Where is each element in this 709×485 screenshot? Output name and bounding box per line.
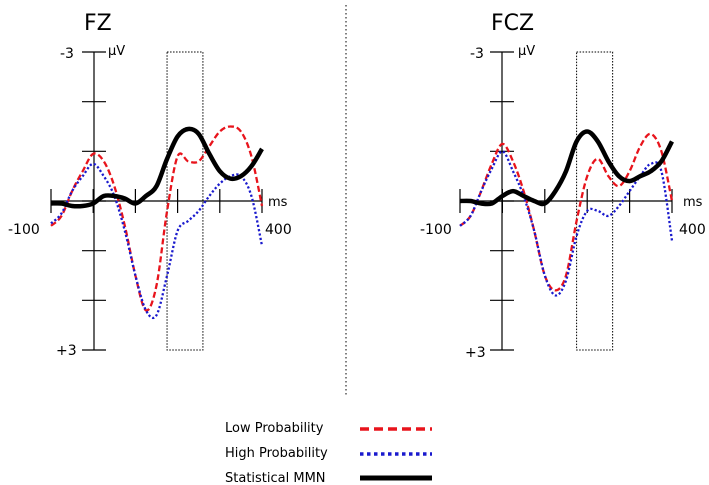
y-unit-label: µV — [108, 44, 125, 59]
time-window-box — [166, 51, 204, 351]
series-line-low-probability — [459, 132, 674, 292]
y-bottom-tick-label: +3 — [465, 345, 486, 361]
series-line-statistical-mmn — [459, 129, 674, 207]
x-unit-label: ms — [683, 195, 703, 210]
legend: Low Probability High Probability Statist… — [225, 421, 432, 485]
y-unit-label: µV — [518, 44, 535, 59]
y-bottom-tick-label: +3 — [56, 343, 77, 359]
legend-label-high: High Probability — [225, 446, 328, 461]
panel-title: FCZ — [491, 11, 534, 36]
x-max-tick-label: 400 — [679, 222, 706, 238]
x-min-tick-label: -100 — [420, 222, 452, 238]
x-unit-label: ms — [268, 195, 288, 210]
series-line-high-probability — [50, 162, 264, 320]
series-line-statistical-mmn — [50, 126, 264, 209]
legend-label-mmn: Statistical MMN — [225, 471, 326, 485]
panel-fcz: FCZ -3 +3 -100 400 ms µV — [420, 11, 706, 361]
time-window-box — [576, 51, 614, 351]
panel-title: FZ — [84, 11, 112, 36]
panel-fz: FZ -3 +3 -100 400 ms µV — [8, 11, 292, 359]
series-line-low-probability — [50, 125, 264, 312]
y-top-tick-label: -3 — [60, 46, 74, 62]
x-max-tick-label: 400 — [265, 222, 292, 238]
y-top-tick-label: -3 — [470, 46, 484, 62]
x-min-tick-label: -100 — [8, 222, 40, 238]
legend-label-low: Low Probability — [225, 421, 324, 436]
